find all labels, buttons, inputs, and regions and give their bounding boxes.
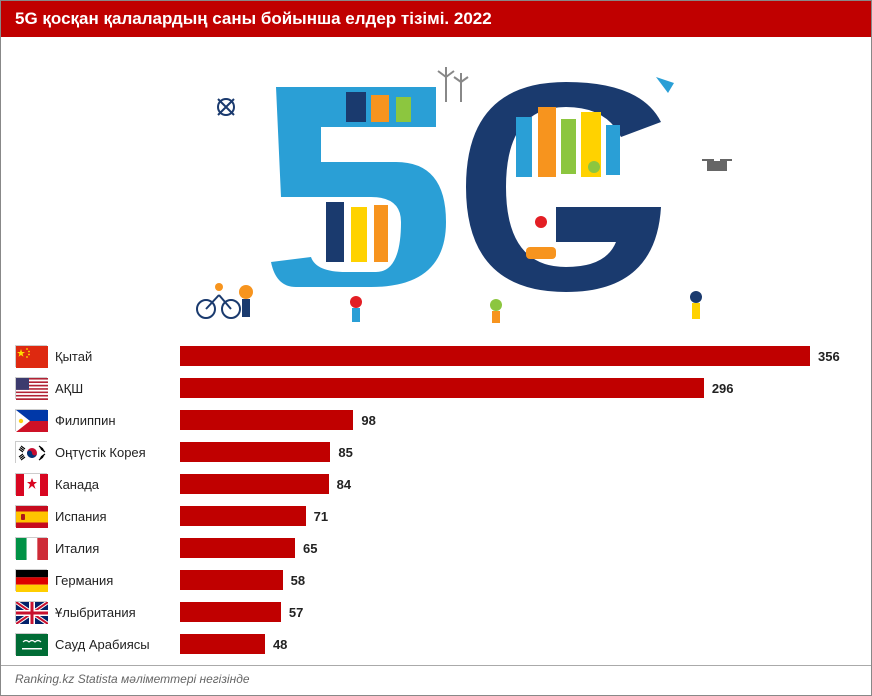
bar-value: 65	[303, 541, 317, 556]
flag-icon	[15, 409, 47, 431]
flag-icon	[15, 537, 47, 559]
chart-row: Филиппин 98	[15, 405, 857, 435]
country-label: Сауд Арабиясы	[55, 637, 180, 652]
bar	[180, 570, 283, 590]
bar	[180, 506, 306, 526]
chart-row: Сауд Арабиясы 48	[15, 629, 857, 659]
bar-value: 48	[273, 637, 287, 652]
country-label: Испания	[55, 509, 180, 524]
country-label: Германия	[55, 573, 180, 588]
bar-value: 57	[289, 605, 303, 620]
bar	[180, 378, 704, 398]
country-label: Қытай	[55, 349, 180, 364]
bar	[180, 474, 329, 494]
flag-icon	[15, 505, 47, 527]
country-label: Филиппин	[55, 413, 180, 428]
flag-icon	[15, 473, 47, 495]
flag-icon	[15, 601, 47, 623]
flag-icon	[15, 345, 47, 367]
bar-area: 58	[180, 570, 857, 590]
country-label: Канада	[55, 477, 180, 492]
bar-area: 84	[180, 474, 857, 494]
country-label: АҚШ	[55, 381, 180, 396]
bar-area: 98	[180, 410, 857, 430]
country-label: Ұлыбритания	[55, 605, 180, 620]
chart-row: АҚШ 296	[15, 373, 857, 403]
bar-value: 98	[361, 413, 375, 428]
chart-row: Испания 71	[15, 501, 857, 531]
country-label: Оңтүстік Корея	[55, 445, 180, 460]
chart-row: Германия 58	[15, 565, 857, 595]
bar	[180, 410, 353, 430]
bar	[180, 442, 330, 462]
chart-row: Ұлыбритания 57	[15, 597, 857, 627]
flag-icon	[15, 633, 47, 655]
bar-value: 58	[291, 573, 305, 588]
bar-value: 85	[338, 445, 352, 460]
chart-row: Италия 65	[15, 533, 857, 563]
bar-value: 356	[818, 349, 840, 364]
bar-value: 71	[314, 509, 328, 524]
bar	[180, 634, 265, 654]
bar	[180, 602, 281, 622]
chart-row: Канада 84	[15, 469, 857, 499]
source-footer: Ranking.kz Statista мәліметтері негізінд…	[1, 665, 871, 692]
flag-icon	[15, 441, 47, 463]
bar-area: 71	[180, 506, 857, 526]
bar-value: 296	[712, 381, 734, 396]
bar-value: 84	[337, 477, 351, 492]
bar	[180, 346, 810, 366]
bar-area: 48	[180, 634, 857, 654]
flag-icon	[15, 569, 47, 591]
page-title: 5G қосқан қалалардың саны бойынша елдер …	[1, 1, 871, 37]
country-label: Италия	[55, 541, 180, 556]
chart-row: Қытай 356	[15, 341, 857, 371]
hero-illustration	[1, 37, 871, 337]
bar-chart: Қытай 356 АҚШ 296 Филиппин 98 Оңтүстік К…	[1, 337, 871, 659]
flag-icon	[15, 377, 47, 399]
bar-area: 65	[180, 538, 857, 558]
bar-area: 85	[180, 442, 857, 462]
bar-area: 57	[180, 602, 857, 622]
bar-area: 296	[180, 378, 857, 398]
bar-area: 356	[180, 346, 857, 366]
bar	[180, 538, 295, 558]
chart-row: Оңтүстік Корея 85	[15, 437, 857, 467]
